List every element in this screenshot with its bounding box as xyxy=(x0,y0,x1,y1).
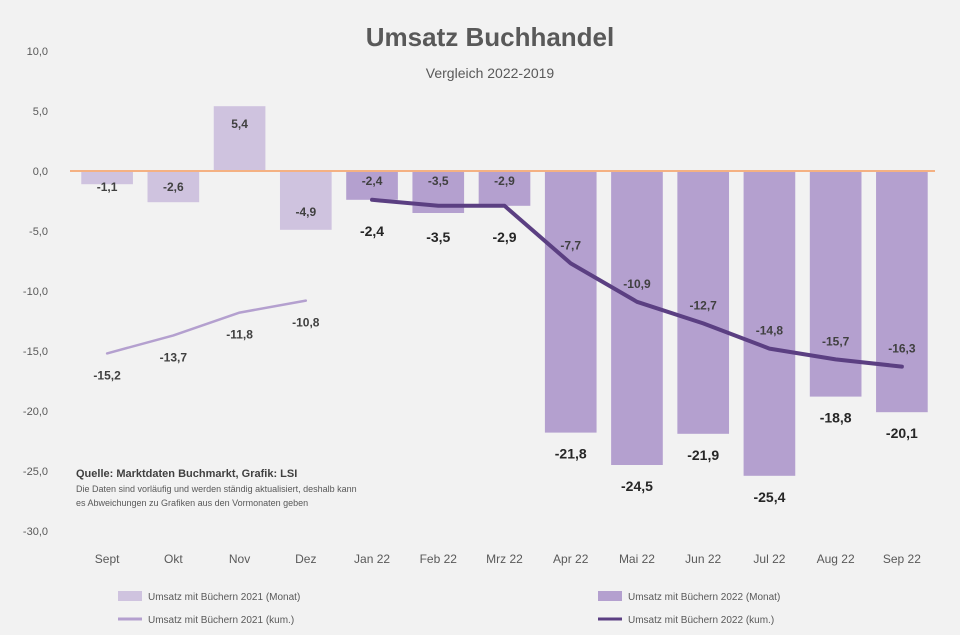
bar xyxy=(81,171,133,185)
data-label: -25,4 xyxy=(753,489,785,505)
data-label: -11,8 xyxy=(226,328,253,342)
x-tick-label: Apr 22 xyxy=(553,552,589,566)
legend-label: Umsatz mit Büchern 2022 (kum.) xyxy=(628,615,774,626)
y-tick-label: -30,0 xyxy=(23,526,48,538)
data-label: -15,7 xyxy=(822,334,850,348)
data-label: -3,5 xyxy=(426,229,450,245)
data-label: -2,9 xyxy=(494,174,515,188)
bar xyxy=(213,106,266,171)
data-label: -16,3 xyxy=(888,342,916,356)
x-tick-label: Jun 22 xyxy=(685,552,721,566)
x-tick-label: Mrz 22 xyxy=(486,552,523,566)
data-labels: -1,1 -2,6 5,4 -4,9 -2,4 -3,5 -2,9 -21,8 -24,5 -21… xyxy=(93,117,918,505)
data-label: 5,4 xyxy=(231,117,248,131)
y-tick-label: 10,0 xyxy=(27,46,48,58)
series-line xyxy=(105,299,308,355)
x-tick-label: Jul 22 xyxy=(753,552,785,566)
series-line xyxy=(370,197,904,369)
legend-label: Umsatz mit Büchern 2021 (Monat) xyxy=(148,592,300,603)
bar xyxy=(611,171,663,465)
bar xyxy=(478,171,531,206)
legend-swatch xyxy=(118,591,142,601)
bar xyxy=(677,171,730,434)
chart-title: Umsatz Buchhandel xyxy=(366,22,615,52)
legend-swatch xyxy=(598,591,622,601)
x-tick-label: Nov xyxy=(229,552,250,566)
y-tick-label: 0,0 xyxy=(33,166,48,178)
bar xyxy=(876,171,928,413)
data-label: -2,6 xyxy=(163,180,184,194)
x-tick-label: Sept xyxy=(95,552,120,566)
data-label: -14,8 xyxy=(756,324,784,338)
y-tick-label: -25,0 xyxy=(23,466,48,478)
data-label: -15,2 xyxy=(93,368,121,382)
x-tick-label: Sep 22 xyxy=(883,552,921,566)
x-tick-label: Mai 22 xyxy=(619,552,655,566)
data-label: -7,7 xyxy=(560,238,581,252)
y-tick-label: -10,0 xyxy=(23,286,48,298)
data-label: -10,9 xyxy=(623,277,651,291)
source-note: Quelle: Marktdaten Buchmarkt, Grafik: LS… xyxy=(76,468,357,508)
data-label: -10,8 xyxy=(292,316,320,330)
data-label: -18,8 xyxy=(820,410,852,426)
data-label: -2,9 xyxy=(492,229,516,245)
y-tick-label: -20,0 xyxy=(23,406,48,418)
x-axis: Sept Okt Nov Dez Jan 22 Feb 22 Mrz 22 Apr 22 Mai… xyxy=(95,552,921,566)
x-tick-label: Feb 22 xyxy=(420,552,458,566)
bar xyxy=(147,171,200,203)
x-tick-label: Dez xyxy=(295,552,316,566)
legend-label: Umsatz mit Büchern 2021 (kum.) xyxy=(148,615,294,626)
data-label: -24,5 xyxy=(621,478,653,494)
data-label: -21,9 xyxy=(687,447,719,463)
bar xyxy=(743,171,796,476)
y-tick-label: 5,0 xyxy=(33,106,48,118)
y-tick-label: -15,0 xyxy=(23,346,48,358)
lines xyxy=(105,197,904,369)
data-label: -12,7 xyxy=(690,298,718,312)
data-label: -2,4 xyxy=(360,223,384,239)
source-note-line-2: es Abweichungen zu Grafiken aus den Vorm… xyxy=(76,498,308,508)
source-note-line-1: Die Daten sind vorläufig und werden stän… xyxy=(76,484,357,494)
bars xyxy=(81,106,928,476)
source-title: Quelle: Marktdaten Buchmarkt, Grafik: LS… xyxy=(76,468,297,480)
legend-label: Umsatz mit Büchern 2022 (Monat) xyxy=(628,592,780,603)
data-label: -20,1 xyxy=(886,425,918,441)
data-label: -4,9 xyxy=(295,205,316,219)
legend: Umsatz mit Büchern 2021 (Monat) Umsatz mi… xyxy=(118,591,780,626)
data-label: -13,7 xyxy=(160,350,188,364)
chart-subtitle: Vergleich 2022-2019 xyxy=(426,65,555,81)
data-label: -3,5 xyxy=(428,174,449,188)
data-label: -1,1 xyxy=(97,180,118,194)
x-tick-label: Okt xyxy=(164,552,183,566)
bar xyxy=(346,171,398,200)
bar xyxy=(544,171,597,433)
bar xyxy=(279,171,332,230)
data-label: -21,8 xyxy=(555,446,587,462)
y-axis: 10,0 5,0 0,0 -5,0 -10,0 -15,0 -20,0 -25,0 -30,0 xyxy=(23,46,48,538)
x-tick-label: Aug 22 xyxy=(817,552,855,566)
y-tick-label: -5,0 xyxy=(29,226,48,238)
data-label: -2,4 xyxy=(362,174,383,188)
x-tick-label: Jan 22 xyxy=(354,552,390,566)
